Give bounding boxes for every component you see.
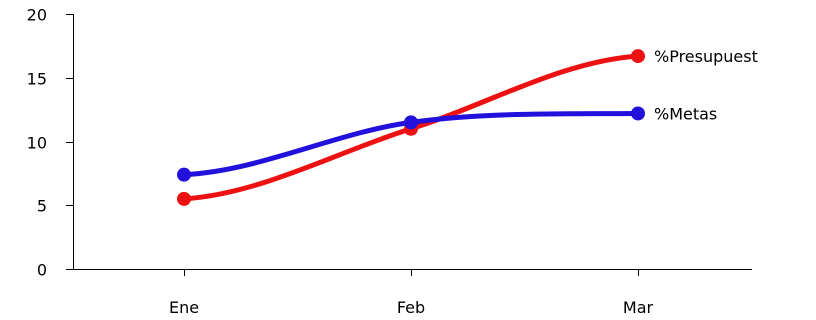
y-tick-label: 15: [27, 70, 47, 89]
y-tick-label: 5: [37, 197, 47, 216]
series-label-metas: %Metas: [654, 104, 717, 123]
series-layer: %Presupuest %Metas: [177, 47, 758, 206]
data-point-metas: [631, 106, 645, 121]
data-point-metas: [404, 115, 418, 130]
x-axis: Ene Feb Mar: [73, 269, 752, 317]
y-tick-label: 0: [37, 261, 47, 280]
data-point-presupuest: [631, 49, 645, 64]
series-label-presupuest: %Presupuest: [654, 47, 758, 66]
y-axis: 0 5 10 15 20: [27, 6, 74, 280]
y-tick-label: 20: [27, 6, 47, 25]
data-point-presupuest: [177, 191, 191, 206]
y-tick-label: 10: [27, 134, 47, 153]
x-tick-label: Mar: [623, 298, 654, 317]
x-tick-label: Ene: [169, 298, 199, 317]
data-point-metas: [177, 167, 191, 182]
x-tick-label: Feb: [397, 298, 425, 317]
